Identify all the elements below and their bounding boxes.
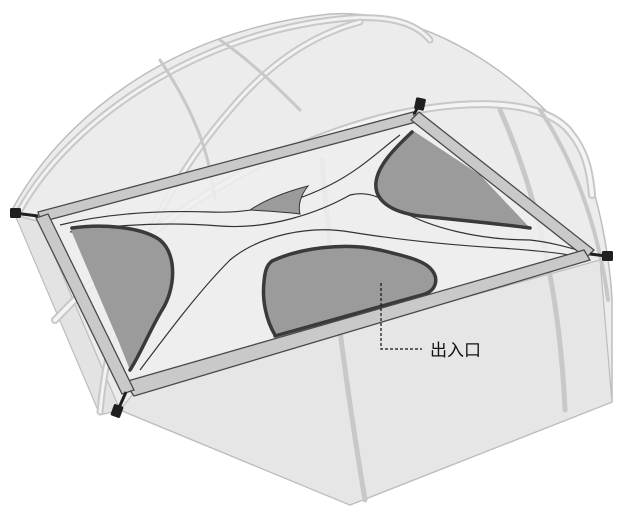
cutout-entrance-edge	[261, 244, 438, 337]
pole-back-arch-inner	[18, 16, 432, 212]
cutout-entrance	[263, 246, 436, 335]
pole-tip-icon	[110, 391, 128, 418]
cutout-left-edge	[70, 224, 175, 372]
callout-leader-line	[380, 283, 422, 350]
pole-tip-icon	[412, 97, 426, 115]
cutout-right	[375, 130, 530, 228]
frame-bar-front	[122, 249, 591, 397]
cutout-right-edge	[374, 130, 532, 230]
panel-seam-lower	[139, 229, 576, 371]
pole-upper-rib	[218, 38, 302, 112]
frame-bars	[35, 111, 595, 397]
cutout-entrance-bottom-edge	[273, 292, 427, 338]
pole-tip-icon	[589, 251, 613, 261]
entrance-callout: 出入口	[380, 283, 481, 361]
pole-tip-icon	[10, 208, 39, 218]
panel-seam-middle	[69, 193, 586, 253]
frame-bar-right	[410, 111, 595, 259]
frame-bar-left	[35, 213, 135, 395]
panel-cutouts	[70, 130, 532, 372]
callout-label: 出入口	[430, 341, 481, 361]
cutout-top-center	[248, 185, 310, 215]
cutout-left	[70, 226, 173, 370]
pole-front-right	[538, 108, 610, 302]
pole-tips	[10, 97, 613, 418]
